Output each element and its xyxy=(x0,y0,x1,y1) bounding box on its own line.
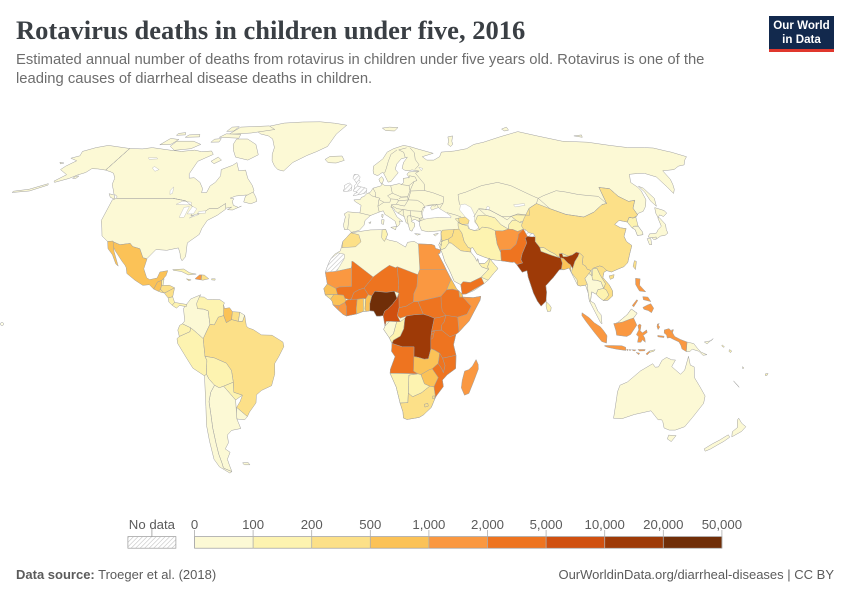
svg-text:10,000: 10,000 xyxy=(585,517,625,532)
svg-text:0: 0 xyxy=(191,517,198,532)
svg-text:No data: No data xyxy=(129,517,176,532)
svg-text:20,000: 20,000 xyxy=(643,517,683,532)
svg-text:100: 100 xyxy=(242,517,264,532)
svg-text:50,000: 50,000 xyxy=(702,517,742,532)
svg-text:1,000: 1,000 xyxy=(412,517,445,532)
svg-text:500: 500 xyxy=(359,517,381,532)
svg-text:200: 200 xyxy=(301,517,323,532)
svg-text:5,000: 5,000 xyxy=(530,517,563,532)
svg-text:2,000: 2,000 xyxy=(471,517,504,532)
